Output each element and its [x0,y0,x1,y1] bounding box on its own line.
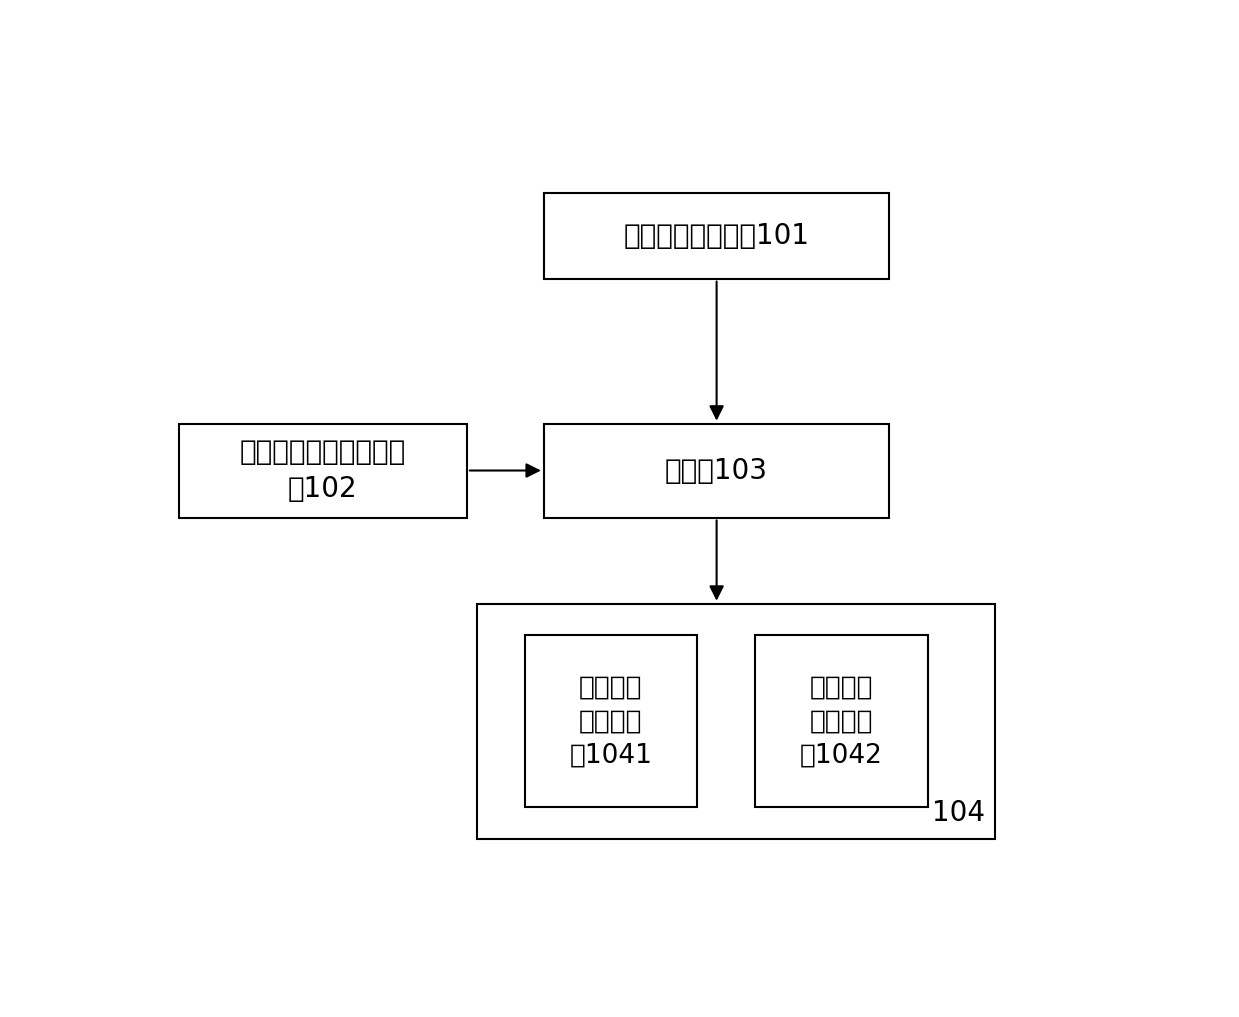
Text: 动态拓扑
图生成模
块1042: 动态拓扑 图生成模 块1042 [800,674,883,768]
Text: 节点信息注册单元101: 节点信息注册单元101 [623,222,809,249]
Bar [477,604,995,839]
Bar [544,192,890,279]
Text: 104: 104 [933,798,985,827]
Text: 数据库103: 数据库103 [665,457,768,484]
Bar [544,423,890,518]
Text: 静态拓扑
图生成模
块1041: 静态拓扑 图生成模 块1041 [570,674,653,768]
Bar [755,635,928,807]
Bar [524,635,698,807]
Bar [178,423,467,518]
Text: 状态收集及分析处理单
元102: 状态收集及分析处理单 元102 [240,438,406,503]
